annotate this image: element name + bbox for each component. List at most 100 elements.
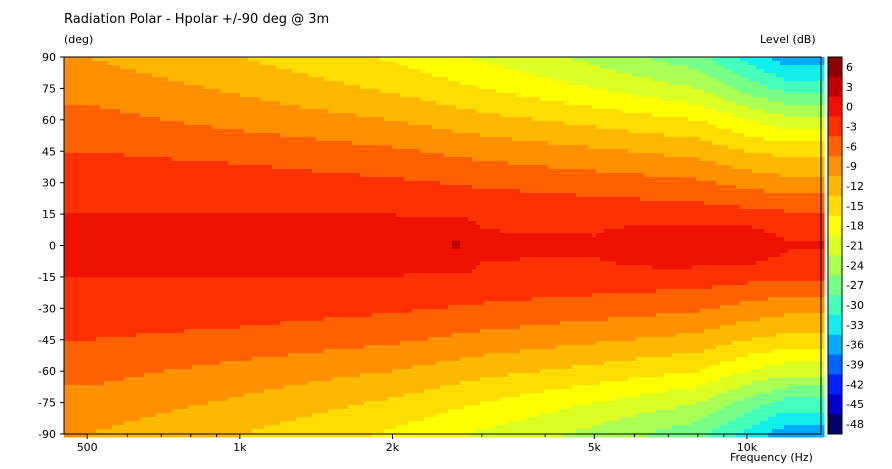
contour-cell [680, 133, 685, 138]
contour-cell [704, 145, 709, 150]
contour-cell [172, 69, 177, 74]
contour-cell [736, 125, 741, 130]
contour-cell [388, 81, 393, 86]
contour-cell [332, 149, 337, 154]
contour-cell [240, 137, 245, 142]
contour-cell [376, 69, 381, 74]
contour-cell [140, 125, 145, 130]
contour-cell [88, 109, 93, 114]
contour-cell [276, 101, 281, 106]
contour-cell [532, 97, 537, 102]
contour-cell [180, 153, 185, 158]
contour-cell [644, 121, 649, 126]
contour-cell [272, 77, 277, 82]
contour-cell [524, 109, 529, 114]
contour-cell [436, 85, 441, 90]
contour-cell [240, 93, 245, 98]
contour-cell [680, 69, 685, 74]
contour-cell [292, 89, 297, 94]
contour-cell [268, 141, 273, 146]
contour-cell [376, 109, 381, 114]
contour-cell [140, 161, 145, 166]
contour-cell [552, 137, 557, 142]
contour-cell [760, 69, 765, 74]
contour-cell [152, 85, 157, 90]
contour-cell [64, 65, 69, 70]
contour-cell [752, 149, 757, 154]
contour-cell [604, 101, 609, 106]
contour-cell [716, 133, 721, 138]
contour-cell [700, 117, 705, 122]
contour-cell [300, 101, 305, 106]
contour-cell [692, 77, 697, 82]
contour-cell [92, 121, 97, 126]
contour-cell [424, 85, 429, 90]
contour-cell [756, 73, 761, 78]
contour-cell [712, 73, 717, 78]
contour-cell [780, 57, 785, 62]
contour-cell [312, 117, 317, 122]
contour-cell [304, 93, 309, 98]
contour-cell [516, 149, 521, 154]
contour-cell [352, 81, 357, 86]
contour-cell [260, 77, 265, 82]
contour-cell [520, 125, 525, 130]
contour-cell [596, 125, 601, 130]
contour-cell [444, 85, 449, 90]
contour-cell [272, 145, 277, 150]
contour-cell [160, 85, 165, 90]
contour-cell [164, 109, 169, 114]
contour-cell [292, 93, 297, 98]
contour-cell [768, 73, 773, 78]
contour-cell [136, 145, 141, 150]
contour-cell [568, 121, 573, 126]
contour-cell [380, 81, 385, 86]
contour-cell [192, 137, 197, 142]
contour-cell [508, 77, 513, 82]
contour-cell [188, 137, 193, 142]
contour-cell [128, 85, 133, 90]
contour-cell [664, 65, 669, 70]
contour-cell [628, 113, 633, 118]
contour-cell [276, 65, 281, 70]
contour-cell [564, 89, 569, 94]
contour-cell [368, 141, 373, 146]
contour-cell [168, 113, 173, 118]
contour-cell [728, 121, 733, 126]
contour-cell [584, 121, 589, 126]
contour-cell [600, 157, 605, 162]
contour-cell [116, 117, 121, 122]
contour-cell [644, 145, 649, 150]
contour-cell [604, 125, 609, 130]
contour-cell [496, 93, 501, 98]
contour-cell [144, 125, 149, 130]
contour-cell [488, 113, 493, 118]
contour-cell [568, 57, 573, 62]
contour-cell [304, 121, 309, 126]
contour-cell [176, 157, 181, 162]
contour-cell [696, 121, 701, 126]
contour-cell [460, 121, 465, 126]
contour-cell [636, 125, 641, 130]
contour-cell [404, 145, 409, 150]
contour-cell [96, 129, 101, 134]
contour-cell [396, 125, 401, 130]
contour-cell [192, 125, 197, 130]
contour-cell [796, 105, 801, 110]
contour-cell [528, 81, 533, 86]
contour-cell [152, 57, 157, 62]
contour-cell [336, 125, 341, 130]
contour-cell [760, 97, 765, 102]
contour-cell [692, 81, 697, 86]
contour-cell [108, 145, 113, 150]
contour-cell [752, 153, 757, 158]
contour-cell [216, 97, 221, 102]
contour-cell [792, 73, 797, 78]
contour-cell [292, 109, 297, 114]
contour-cell [360, 73, 365, 78]
contour-cell [620, 81, 625, 86]
contour-cell [508, 145, 513, 150]
contour-cell [308, 109, 313, 114]
contour-cell [644, 125, 649, 130]
contour-cell [464, 153, 469, 158]
